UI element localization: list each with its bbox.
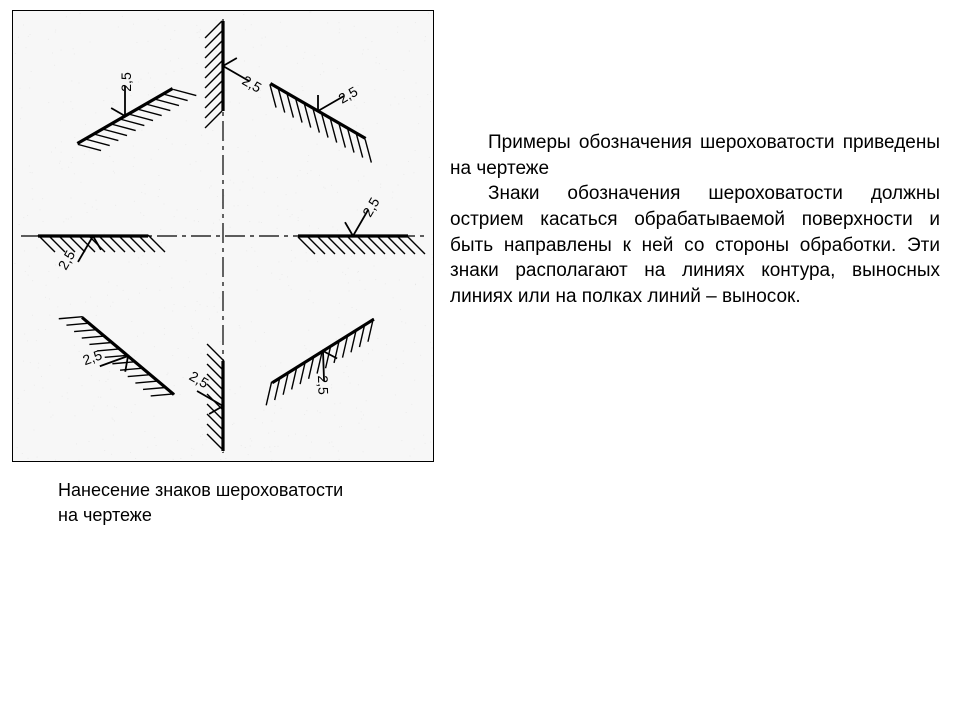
diagram-frame: 2,52,52,52,52,52,52,52,5 bbox=[12, 10, 434, 462]
svg-text:2,5: 2,5 bbox=[118, 72, 134, 92]
caption-line-1: Нанесение знаков шероховатости bbox=[58, 480, 343, 500]
figure-caption: Нанесение знаков шероховатости на чертеж… bbox=[58, 478, 418, 528]
paragraph-2: Знаки обозначения шероховатости должны о… bbox=[450, 181, 940, 309]
roughness-diagram: 2,52,52,52,52,52,52,52,5 bbox=[13, 11, 433, 461]
page: 2,52,52,52,52,52,52,52,5 Нанесение знако… bbox=[0, 0, 960, 720]
caption-line-2: на чертеже bbox=[58, 505, 152, 525]
paragraph-1: Примеры обозначения шероховатости привед… bbox=[450, 130, 940, 181]
svg-text:2,5: 2,5 bbox=[315, 375, 332, 395]
body-text: Примеры обозначения шероховатости привед… bbox=[450, 130, 940, 309]
